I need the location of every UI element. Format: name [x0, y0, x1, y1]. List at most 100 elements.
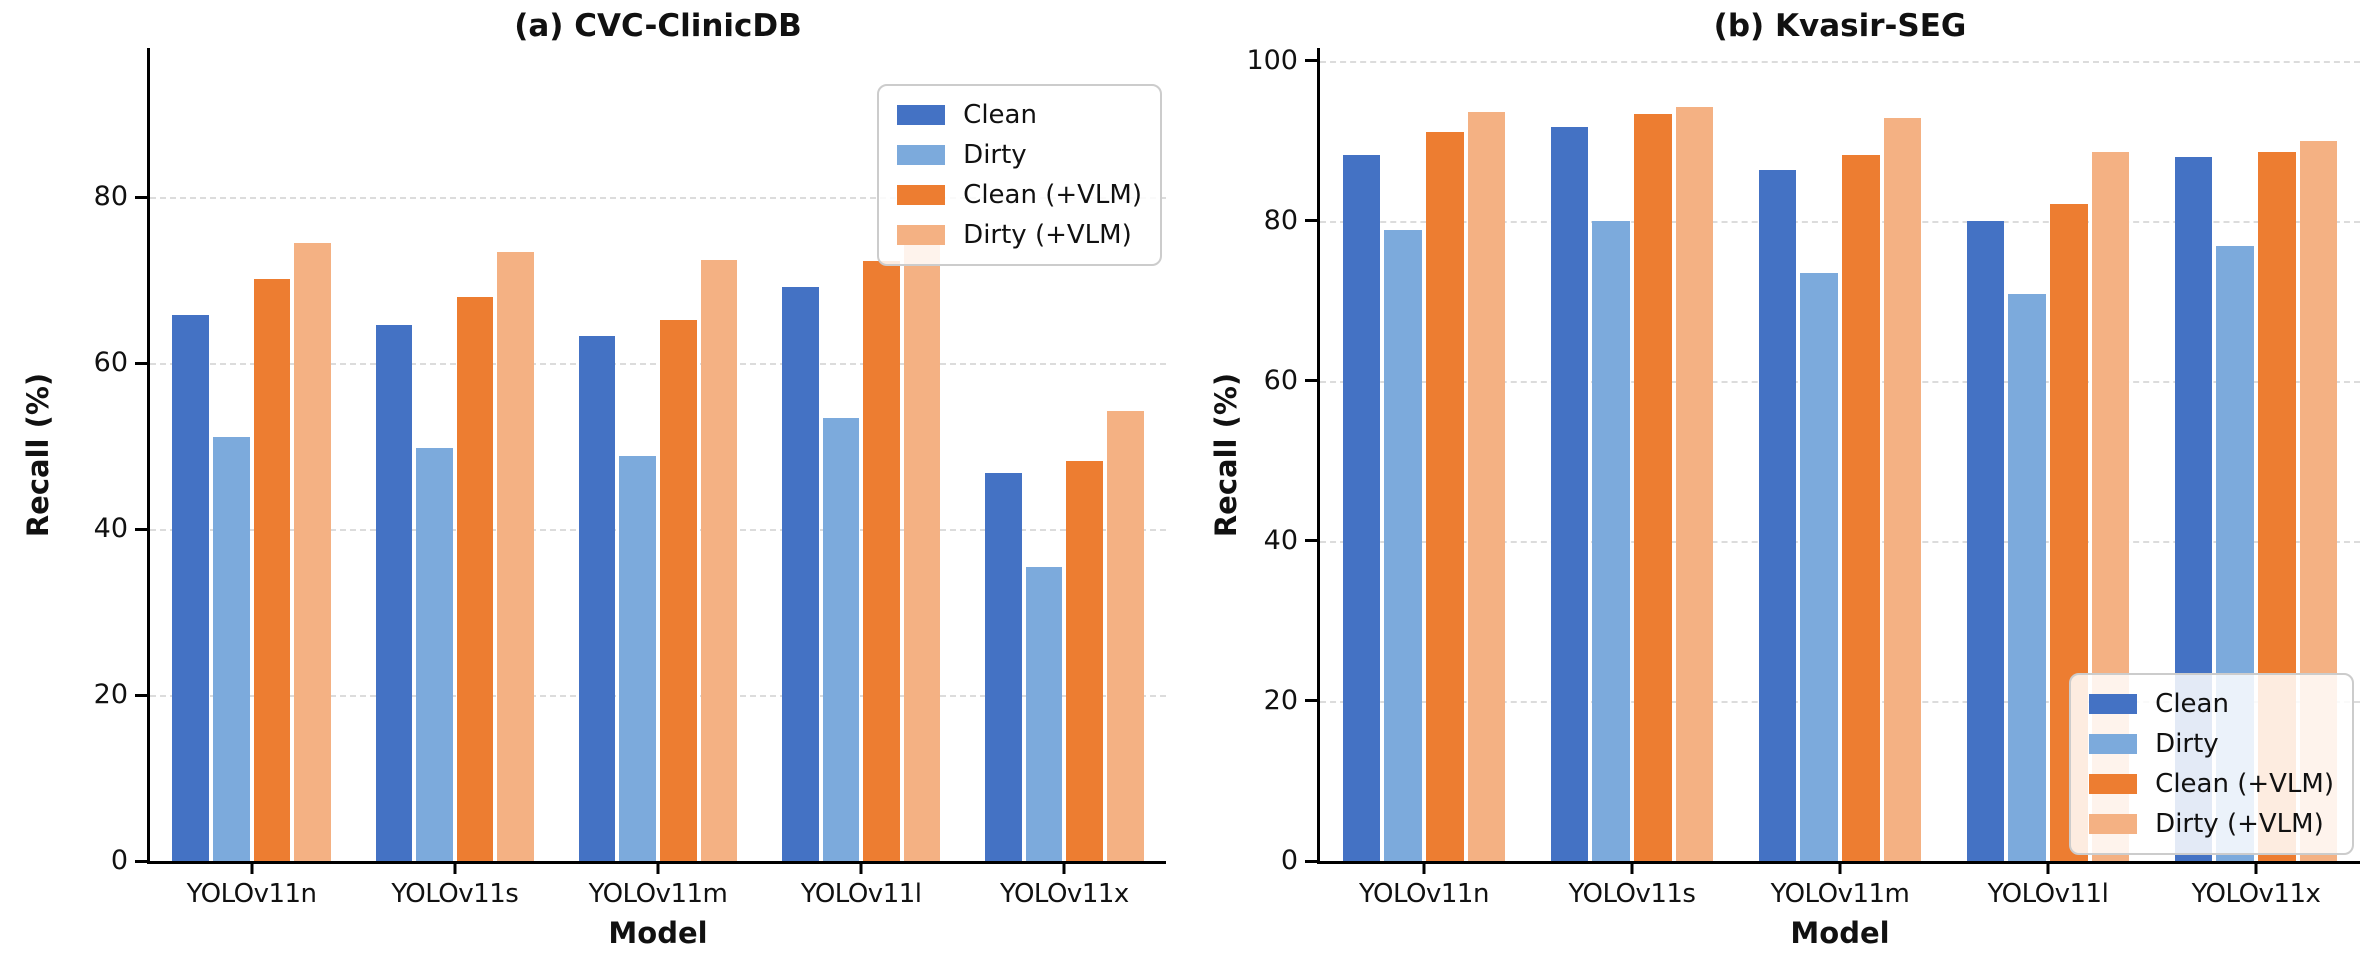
legend-swatch-Clean (+VLM): [897, 185, 946, 205]
chart-title-b: (b) Kvasir-SEG: [1713, 8, 1967, 44]
x-tick-YOLOv11s: [453, 861, 457, 874]
gridline-20: [150, 695, 1166, 698]
bar-YOLOv11n-Clean: [1342, 155, 1381, 861]
bar-YOLOv11s-Clean: [1550, 127, 1589, 861]
bar-YOLOv11l-Dirty: [822, 418, 860, 861]
bar-YOLOv11m-Clean (+VLM): [1842, 155, 1880, 861]
legend-label-Dirty (+VLM): Dirty (+VLM): [963, 220, 1132, 250]
bar-YOLOv11m-Dirty: [619, 456, 656, 861]
y-tick-label-80: 80: [1263, 204, 1298, 236]
legend-swatch-Dirty: [2089, 734, 2138, 754]
bar-YOLOv11l-Clean: [1966, 220, 2005, 861]
plot-area-b: 0 20 40 60 80 100 YOLOv11n YOLOv11s YOLOv11m YOLO…: [1246, 45, 2360, 909]
x-tick-YOLOv11l: [859, 861, 863, 874]
bar-YOLOv11n-Dirty: [1384, 229, 1422, 861]
x-tick-YOLOv11l: [2046, 861, 2050, 874]
x-tick-label-YOLOv11x: YOLOv11x: [2191, 879, 2321, 909]
y-tick-label-60: 60: [1263, 364, 1298, 396]
x-axis-label-b: Model: [1790, 916, 1890, 950]
y-tick-60: [1305, 379, 1317, 383]
bar-YOLOv11n-Dirty: [212, 437, 250, 861]
gridline-40: [1320, 540, 2360, 543]
x-axis-label-a: Model: [608, 916, 708, 950]
y-tick-label-20: 20: [93, 678, 128, 710]
bar-YOLOv11m-Dirty (+VLM): [700, 260, 738, 861]
x-tick-label-YOLOv11m: YOLOv11m: [1770, 879, 1910, 909]
legend-row-Clean (+VLM): Clean (+VLM): [897, 178, 1142, 212]
legend-label-Clean (+VLM): Clean (+VLM): [963, 180, 1142, 210]
y-tick-100: [1305, 59, 1317, 63]
x-tick-YOLOv11x: [1062, 861, 1066, 874]
bar-YOLOv11m-Dirty (+VLM): [1883, 118, 1922, 861]
y-axis-spine: [147, 48, 150, 864]
y-tick-label-40: 40: [93, 513, 128, 545]
legend-row-Dirty: Dirty: [897, 138, 1142, 172]
gridline-100: [1320, 60, 2360, 63]
bar-YOLOv11x-Dirty: [1025, 567, 1063, 861]
gridline-40: [150, 529, 1166, 532]
plot-area-a: 0 20 40 60 80 YOLOv11n YOLOv11s YOLOv11m YOLOv11…: [94, 48, 1166, 909]
y-axis-label-a: Recall (%): [21, 372, 55, 537]
legend-row-Dirty: Dirty: [2089, 727, 2334, 761]
x-tick-YOLOv11n: [250, 861, 254, 874]
legend-swatch-Clean (+VLM): [2089, 774, 2138, 794]
bar-YOLOv11s-Dirty: [1592, 220, 1630, 861]
bar-YOLOv11m-Dirty: [1800, 272, 1838, 861]
gridline-80: [150, 197, 1166, 200]
legend-row-Clean: Clean: [897, 98, 1142, 132]
bar-YOLOv11m-Clean: [1758, 170, 1797, 861]
legend-swatch-Dirty (+VLM): [2089, 814, 2138, 834]
y-tick-label-0: 0: [1280, 844, 1298, 876]
y-tick-40: [1305, 539, 1317, 543]
x-tick-label-YOLOv11s: YOLOv11s: [1568, 879, 1696, 909]
x-tick-YOLOv11x: [2254, 861, 2258, 874]
gridline-60: [1320, 380, 2360, 383]
bar-YOLOv11s-Dirty: [416, 447, 453, 861]
chart-panel-cvc-clinicdb: (a) CVC-ClinicDB Recall (%) 0 20 40 60 80 YOL…: [21, 8, 1166, 950]
bar-YOLOv11s-Clean: [375, 325, 413, 861]
y-tick-0: [135, 859, 147, 863]
x-tick-label-YOLOv11s: YOLOv11s: [391, 879, 519, 909]
y-tick-60: [135, 361, 147, 365]
bar-YOLOv11x-Clean: [985, 472, 1022, 861]
gridline-80: [1320, 220, 2360, 223]
legend-swatch-Clean: [2089, 694, 2138, 714]
legend-row-Clean: Clean: [2089, 687, 2334, 721]
bar-YOLOv11n-Dirty (+VLM): [1467, 112, 1506, 861]
bar-YOLOv11s-Clean (+VLM): [456, 296, 494, 861]
legend-label-Clean (+VLM): Clean (+VLM): [2155, 769, 2334, 799]
bar-YOLOv11l-Clean (+VLM): [863, 261, 900, 861]
x-tick-label-YOLOv11n: YOLOv11n: [186, 879, 317, 909]
y-tick-0: [1305, 859, 1317, 863]
bar-YOLOv11l-Clean: [781, 286, 819, 861]
legend: Clean Dirty Clean (+VLM) Dirty (+VLM): [877, 84, 1162, 266]
bar-YOLOv11m-Clean (+VLM): [660, 320, 697, 861]
gridline-60: [150, 363, 1166, 366]
chart-title-a: (a) CVC-ClinicDB: [514, 8, 802, 44]
y-axis-label-b: Recall (%): [1209, 372, 1243, 537]
bar-YOLOv11s-Clean (+VLM): [1634, 113, 1672, 861]
y-tick-20: [1305, 699, 1317, 703]
x-tick-YOLOv11m: [1838, 861, 1842, 874]
legend: Clean Dirty Clean (+VLM) Dirty (+VLM): [2069, 673, 2354, 855]
x-tick-label-YOLOv11m: YOLOv11m: [588, 879, 728, 909]
y-tick-40: [135, 527, 147, 531]
legend-row-Dirty (+VLM): Dirty (+VLM): [2089, 807, 2334, 841]
y-tick-80: [1305, 219, 1317, 223]
y-axis-spine: [1317, 48, 1320, 864]
legend-label-Dirty (+VLM): Dirty (+VLM): [2155, 809, 2324, 839]
bar-YOLOv11n-Clean (+VLM): [253, 278, 291, 861]
bar-YOLOv11n-Clean: [172, 315, 209, 861]
legend-label-Clean: Clean: [963, 100, 1037, 130]
bar-YOLOv11n-Clean (+VLM): [1426, 132, 1464, 861]
x-tick-label-YOLOv11n: YOLOv11n: [1359, 879, 1489, 909]
x-tick-label-YOLOv11l: YOLOv11l: [800, 879, 922, 909]
x-tick-label-YOLOv11x: YOLOv11x: [999, 879, 1129, 909]
chart-panel-kvasir-seg: (b) Kvasir-SEG Recall (%) 0 20 40 60 80 100 YO…: [1188, 0, 2376, 976]
gridline-20: [1320, 700, 2360, 703]
bar-YOLOv11x-Dirty (+VLM): [1107, 410, 1144, 861]
bar-YOLOv11l-Dirty (+VLM): [903, 237, 941, 861]
bar-YOLOv11l-Dirty: [2008, 293, 2046, 861]
x-tick-label-YOLOv11l: YOLOv11l: [1987, 879, 2109, 909]
